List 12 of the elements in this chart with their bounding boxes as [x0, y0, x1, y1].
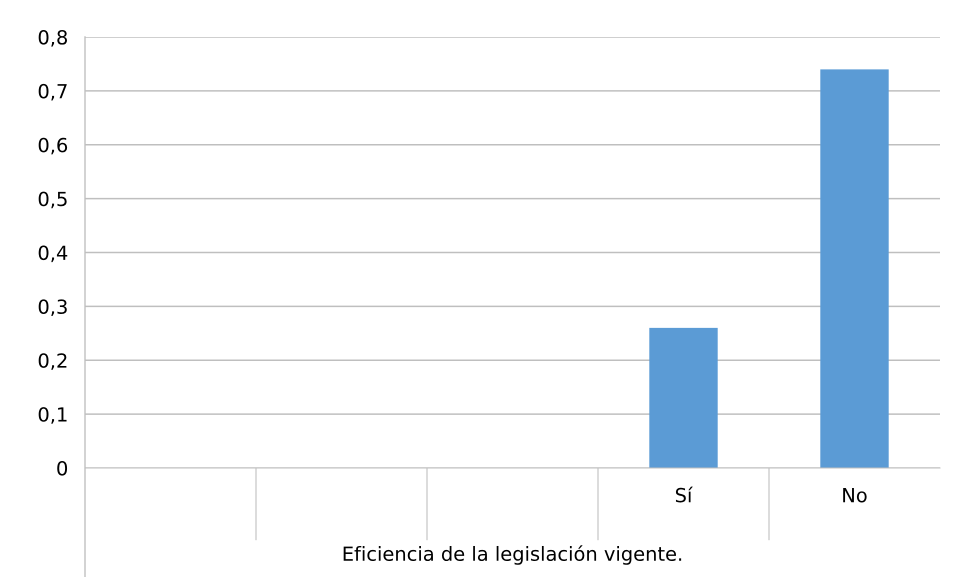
x-tick-label: No: [843, 488, 867, 502]
y-tick-label: 0,7: [38, 84, 67, 101]
y-tick-label: 0,1: [38, 407, 67, 424]
y-tick-label: 0: [57, 460, 68, 476]
y-tick-label: 0,3: [38, 299, 67, 316]
x-tick-label: Sí: [676, 486, 693, 502]
y-tick-label: 0,6: [38, 138, 68, 154]
y-tick-label: 0,5: [38, 192, 67, 208]
y-tick-label: 0,2: [38, 353, 66, 370]
y-tick-label: 0,4: [38, 245, 68, 262]
y-tick-label: 0,8: [38, 30, 68, 47]
x-axis-title: Eficiencia de la legislación vigente.: [344, 545, 682, 565]
